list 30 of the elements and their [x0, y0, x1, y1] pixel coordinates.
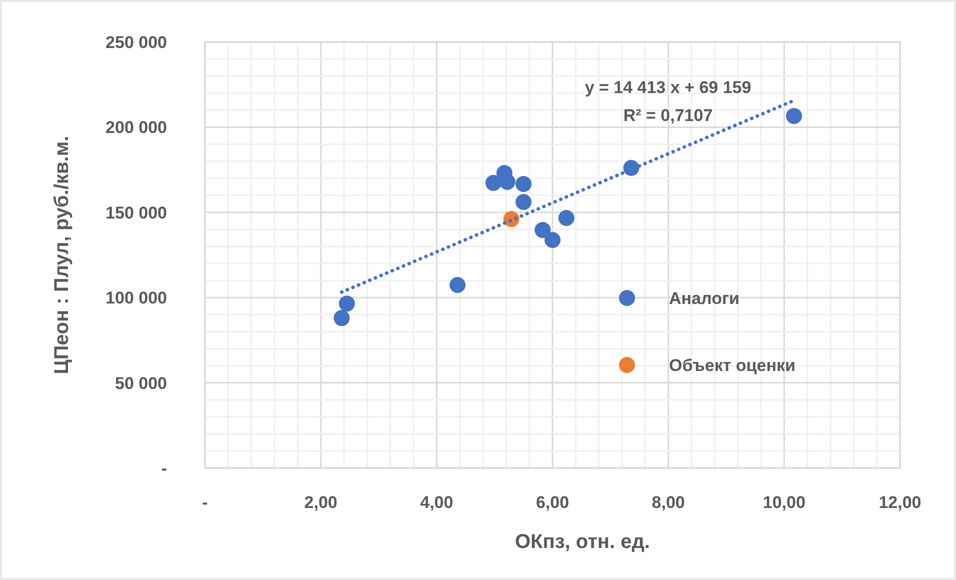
point: [450, 276, 466, 293]
x-tick-label: 4,00: [420, 493, 454, 512]
point: [499, 174, 516, 190]
point: [786, 108, 802, 124]
y-tick-label: 100 000: [106, 288, 167, 308]
y-axis-title: ЦПеон : Плул, руб./кв.м.: [51, 136, 73, 374]
x-tick-label: 10,00: [762, 493, 806, 512]
y-tick-label: 50 000: [115, 374, 167, 393]
point: [516, 176, 532, 192]
x-tick-label: 8,00: [652, 493, 685, 512]
point: [334, 310, 350, 326]
legend-label: Объект оценки: [669, 356, 796, 375]
point: [534, 222, 551, 238]
point: [516, 194, 532, 210]
x-tick-label: 12,00: [878, 493, 922, 512]
x-tick-label: -: [202, 493, 208, 512]
y-tick-label: -: [161, 459, 167, 478]
point: [558, 210, 574, 226]
x-tick-label: 2,00: [304, 493, 338, 512]
point: [485, 174, 502, 191]
annotation: R² = 0,7107: [623, 106, 713, 125]
x-axis-title: ОКпз, отн. ед.: [515, 531, 650, 553]
point: [338, 296, 355, 312]
y-tick-label: 200 000: [106, 118, 167, 138]
y-tick-label: 150 000: [106, 203, 167, 222]
y-tick-label: 250 000: [106, 33, 167, 52]
annotation: y = 14 413 x + 69 159: [584, 78, 752, 97]
legend-label: Аналоги: [669, 289, 740, 308]
point: [544, 232, 560, 248]
x-tick-label: 6,00: [536, 493, 570, 512]
